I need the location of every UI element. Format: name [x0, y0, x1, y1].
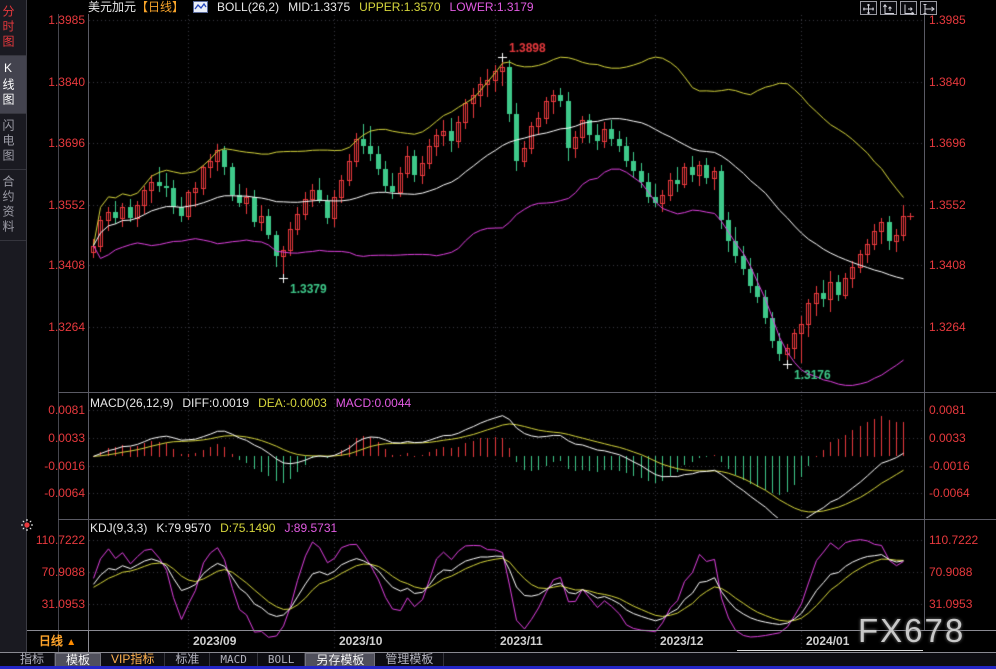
- price-axis-label: 1.3840: [48, 75, 85, 89]
- boll-lower-value: LOWER:1.3179: [449, 0, 534, 14]
- macd-axis-label: -0.0016: [44, 459, 85, 473]
- x-axis-month-label: 2023/09: [193, 634, 237, 648]
- price-axis-label: 1.3552: [48, 198, 85, 212]
- macd-axis-label: 0.0033: [929, 431, 966, 445]
- kdj-axis-label: 70.9088: [41, 565, 85, 579]
- watermark: FX678: [858, 612, 966, 649]
- price-axis-label: 1.3408: [929, 258, 966, 272]
- macd-dea-value: DEA:-0.0003: [258, 396, 327, 410]
- price-axis-label: 1.3552: [929, 198, 966, 212]
- y-axis-scale-icon[interactable]: [880, 1, 897, 15]
- chart-toolbar: [860, 1, 937, 16]
- date-band-top-border: [26, 630, 996, 631]
- tab-indicators[interactable]: 指标: [10, 653, 56, 666]
- macd-axis-label: 0.0081: [48, 403, 85, 417]
- price-axis-label: 1.3985: [929, 13, 966, 27]
- price-axis-label: 1.3408: [48, 258, 85, 272]
- macd-axis-label: 0.0081: [929, 403, 966, 417]
- x-axis-scale-icon[interactable]: [900, 1, 917, 16]
- period-tag: 【日线】: [136, 0, 185, 14]
- tab-templates[interactable]: 模板: [55, 652, 102, 667]
- visible-range-indicator[interactable]: [737, 650, 923, 651]
- crosshair-icon[interactable]: [860, 1, 877, 15]
- price-axis-label: 1.3696: [48, 136, 85, 150]
- period-box-border: [88, 630, 89, 652]
- tab-vip-indicators[interactable]: VIP指标: [101, 653, 166, 666]
- macd-axis-label: -0.0016: [929, 459, 970, 473]
- kdj-d-value: D:75.1490: [220, 521, 276, 535]
- macd-diff-value: DIFF:0.0019: [182, 396, 250, 410]
- kdj-j-value: J:89.5731: [284, 521, 338, 535]
- kdj-axis-label: 70.9088: [929, 565, 973, 579]
- price-axis-label: 1.3264: [929, 320, 966, 334]
- macd-title: MACD(26,12,9): [90, 396, 174, 410]
- x-axis-month-label: 2023/10: [339, 634, 383, 648]
- x-axis-month-label: 2024/01: [806, 634, 850, 648]
- kdj-axis-label: 110.7222: [929, 533, 979, 547]
- price-axis-label: 1.3985: [48, 13, 85, 27]
- kdj-axis-label: 31.0953: [929, 597, 973, 611]
- symbol-name: 美元加元: [88, 0, 137, 14]
- axis-gutter-divider: [58, 14, 59, 652]
- tabbar-top-border: [0, 652, 996, 653]
- period-dropdown-arrow: ▲: [66, 637, 77, 648]
- kdj-axis-label: 110.7222: [35, 533, 85, 547]
- price-axis-label: 1.3696: [929, 136, 966, 150]
- sidebar-item-kline-chart[interactable]: K线图: [0, 56, 26, 114]
- alert-blink-icon[interactable]: [20, 518, 34, 532]
- bottom-edge-strip: [0, 666, 996, 669]
- tab-standard[interactable]: 标准: [165, 653, 211, 666]
- sidebar-item-lightning-chart[interactable]: 闪电图: [0, 114, 26, 170]
- period-label: 日线: [38, 634, 63, 648]
- sidebar-item-time-chart[interactable]: 分时图: [0, 0, 26, 56]
- tab-manage-templates[interactable]: 管理模板: [375, 653, 445, 666]
- tab-macd[interactable]: MACD: [210, 653, 258, 666]
- price-axis-label: 1.3840: [929, 75, 966, 89]
- macd-kdj-divider: [58, 519, 996, 520]
- main-macd-divider: [58, 392, 996, 393]
- kdj-title: KDJ(9,3,3): [90, 521, 148, 535]
- sidebar-item-contract-info[interactable]: 合约资料: [0, 170, 26, 241]
- macd-axis-label: -0.0064: [929, 486, 970, 500]
- kdj-axis-label: 31.0953: [41, 597, 85, 611]
- macd-header: MACD(26,12,9) DIFF:0.0019 DEA:-0.0003 MA…: [90, 397, 411, 410]
- plot-right-border: [924, 14, 925, 630]
- bottom-tabbar: 指标 模板 VIP指标 标准 MACD BOLL 另存模板 管理模板: [0, 652, 996, 667]
- macd-axis-label: 0.0033: [48, 431, 85, 445]
- kdj-header: KDJ(9,3,3) K:79.9570 D:75.1490 J:89.5731: [90, 522, 337, 535]
- macd-value: MACD:0.0044: [335, 396, 412, 410]
- x-axis-month-label: 2023/11: [500, 634, 543, 648]
- tab-boll[interactable]: BOLL: [258, 653, 306, 666]
- kdj-k-value: K:79.9570: [156, 521, 212, 535]
- boll-mid-value: MID:1.3375: [288, 0, 351, 14]
- chart-header: 美元加元 【日线】 BOLL(26,2) MID:1.3375 UPPER:1.…: [88, 0, 534, 14]
- chart-line-icon: [193, 1, 209, 13]
- tab-save-template[interactable]: 另存模板: [305, 652, 376, 667]
- price-axis-label: 1.3264: [48, 320, 85, 334]
- boll-upper-value: UPPER:1.3570: [359, 0, 441, 14]
- pan-right-icon[interactable]: [920, 1, 937, 15]
- macd-axis-label: -0.0064: [44, 486, 85, 500]
- plot-left-border: [88, 14, 89, 652]
- x-axis-month-label: 2023/12: [660, 634, 704, 648]
- left-sidebar: 分时图 K线图 闪电图 合约资料: [0, 0, 27, 652]
- boll-label: BOLL(26,2): [217, 0, 280, 14]
- period-selector[interactable]: 日线 ▲: [27, 631, 88, 652]
